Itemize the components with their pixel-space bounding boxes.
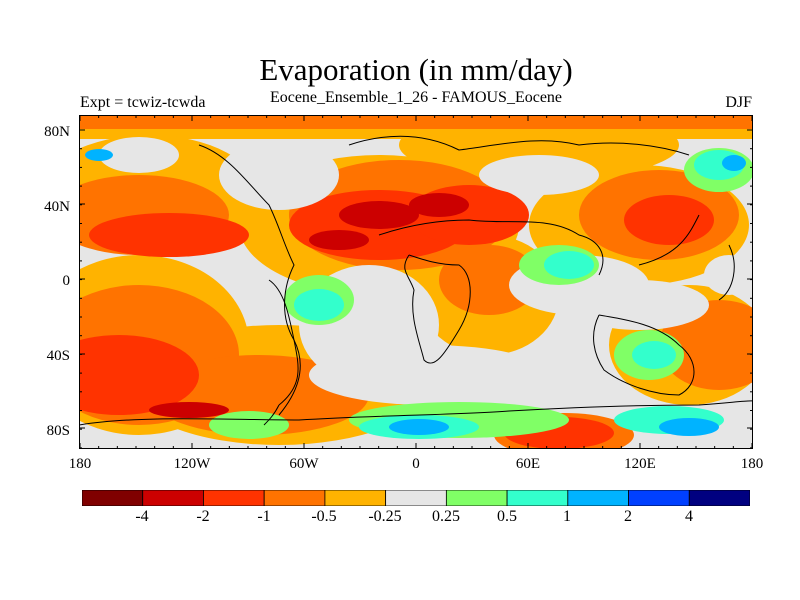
- colorbar-label: -0.5: [311, 508, 337, 525]
- colorbar-label: 0.5: [497, 508, 517, 525]
- colorbar-swatch: [628, 490, 690, 506]
- axis-ticks: [79, 115, 753, 449]
- colorbar-label: 4: [685, 508, 693, 525]
- colorbar-label: -0.25: [368, 508, 402, 525]
- colorbar-label: -1: [257, 508, 271, 525]
- colorbar-swatch: [142, 490, 204, 506]
- colorbar-label: -2: [196, 508, 210, 525]
- lat-tick-80s: 80S: [46, 423, 70, 439]
- field-blue-layer: [85, 149, 746, 436]
- colorbar-swatch: [445, 490, 508, 506]
- subtitle: Eocene_Ensemble_1_26 - FAMOUS_Eocene: [269, 89, 563, 106]
- experiment-label: Expt = tcwiz-tcwda: [80, 94, 206, 111]
- field-deep-red-layer: [149, 193, 469, 418]
- colorbar-swatch: [506, 490, 569, 506]
- lon-tick-120w: 120W: [173, 456, 211, 472]
- colorbar-swatch: [324, 490, 387, 506]
- colorbar: [82, 490, 750, 506]
- lon-tick-60w: 60W: [289, 456, 319, 472]
- page-title: Evaporation (in mm/day): [259, 52, 573, 87]
- evaporation-map: [79, 115, 753, 449]
- colorbar-label: -4: [135, 508, 149, 525]
- lon-tick-180-left: 180: [68, 456, 92, 472]
- colorbar-label: 2: [624, 508, 632, 525]
- lon-tick-180-right: 180: [740, 456, 764, 472]
- colorbar-swatch: [263, 490, 326, 506]
- lat-tick-0: 0: [62, 273, 71, 289]
- colorbar-swatch: [82, 490, 144, 506]
- colorbar-label: 0.25: [432, 508, 460, 525]
- lat-tick-40n: 40N: [44, 199, 70, 215]
- lon-tick-60e: 60E: [515, 456, 541, 472]
- colorbar-swatch: [567, 490, 629, 506]
- field-gray-patches: [99, 137, 752, 405]
- colorbar-swatch: [203, 490, 265, 506]
- coastlines: [80, 135, 752, 426]
- lat-tick-80n: 80N: [44, 124, 70, 140]
- lon-tick-120e: 120E: [624, 456, 656, 472]
- lon-tick-0: 0: [412, 456, 420, 472]
- colorbar-swatch: [385, 490, 447, 506]
- lat-tick-40s: 40S: [46, 348, 70, 364]
- colorbar-label: 1: [563, 508, 571, 525]
- colorbar-swatch: [688, 490, 750, 506]
- season-label: DJF: [725, 94, 752, 111]
